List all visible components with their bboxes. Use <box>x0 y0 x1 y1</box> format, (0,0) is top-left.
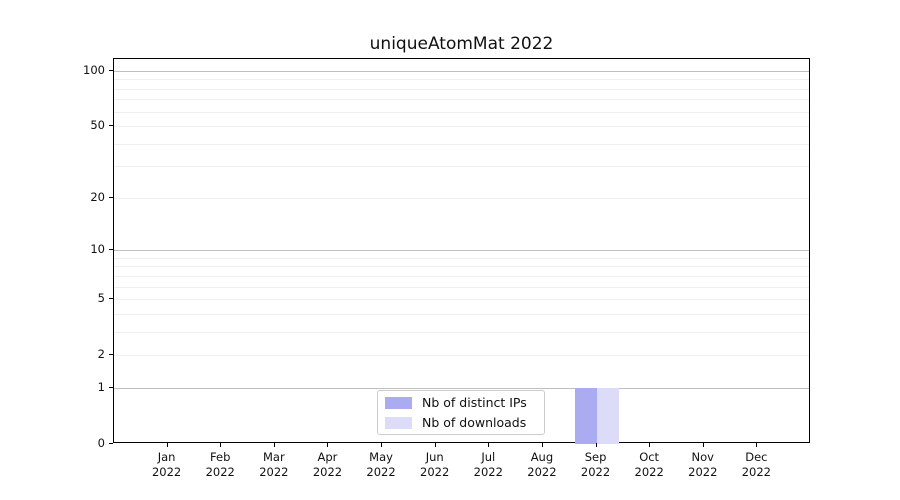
x-tick-mark <box>595 443 597 447</box>
x-tick-label-line: 2022 <box>259 465 289 479</box>
gridline-minor <box>114 88 809 90</box>
y-tick-label: 50 <box>90 118 105 133</box>
bar-downloads <box>596 387 619 444</box>
gridline-minor <box>114 143 809 145</box>
x-tick-label-line: Jan <box>157 450 176 464</box>
x-tick-mark <box>327 443 329 447</box>
legend-item-distinct-ips: Nb of distinct IPs <box>385 394 537 411</box>
x-tick-label-line: 2022 <box>580 465 611 479</box>
y-tick-label: 5 <box>97 291 105 306</box>
x-tick-mark <box>702 443 704 447</box>
x-tick-label: Jun 2022 <box>405 450 465 480</box>
gridline-minor <box>114 299 809 301</box>
y-tick-mark <box>109 354 113 356</box>
x-tick-label-line: Apr <box>317 450 338 464</box>
y-tick-label: 100 <box>83 62 105 77</box>
y-tick-mark <box>109 443 113 444</box>
x-tick-label: Apr 2022 <box>297 450 357 480</box>
gridline-minor <box>114 79 809 81</box>
x-tick-label: May 2022 <box>351 450 411 480</box>
x-tick-label: Sep 2022 <box>566 450 626 480</box>
x-tick-label-line: 2022 <box>312 465 343 479</box>
gridline-major <box>114 70 809 72</box>
x-tick-mark <box>434 443 436 447</box>
x-tick-label-line: 2022 <box>688 465 718 479</box>
legend-label-downloads: Nb of downloads <box>422 415 527 430</box>
x-tick-mark <box>220 443 222 447</box>
legend-swatch-distinct-ips-icon <box>385 396 412 409</box>
gridline-minor <box>114 275 809 277</box>
x-tick-label-line: 2022 <box>473 465 503 479</box>
x-tick-label-line: Feb <box>210 450 231 464</box>
x-tick-mark <box>273 443 275 447</box>
y-tick-mark <box>109 386 113 388</box>
x-tick-label-line: 2022 <box>366 465 396 479</box>
x-tick-mark <box>541 443 543 447</box>
gridline-minor <box>114 257 809 259</box>
y-tick-mark <box>109 298 113 300</box>
legend-swatch-downloads-icon <box>385 416 412 429</box>
bar-distinct-ips <box>574 387 597 444</box>
x-tick-label-line: May <box>369 450 393 464</box>
x-tick-label: Aug 2022 <box>512 450 572 480</box>
x-tick-label-line: 2022 <box>741 465 772 479</box>
x-tick-label-line: 2022 <box>420 465 450 479</box>
legend-label-distinct-ips: Nb of distinct IPs <box>422 395 527 410</box>
x-tick-mark <box>649 443 651 447</box>
plot-area <box>113 58 810 444</box>
y-tick-label: 2 <box>97 347 105 362</box>
gridline-minor <box>114 331 809 333</box>
x-tick-mark <box>166 443 168 447</box>
gridline-minor <box>114 197 809 199</box>
gridline-major <box>114 387 809 389</box>
gridline-minor <box>114 111 809 113</box>
x-tick-mark <box>756 443 758 447</box>
x-tick-label: Mar 2022 <box>244 450 304 480</box>
x-tick-label: Oct 2022 <box>619 450 679 480</box>
y-tick-mark <box>109 196 113 198</box>
x-tick-label-line: Jul <box>481 450 496 464</box>
gridline-minor <box>114 286 809 288</box>
chart-title: uniqueAtomMat 2022 <box>369 34 554 54</box>
y-tick-mark <box>109 69 113 71</box>
y-tick-label: 0 <box>97 436 105 450</box>
x-tick-mark <box>381 443 383 447</box>
gridline-minor <box>114 166 809 168</box>
x-tick-label-line: 2022 <box>634 465 664 479</box>
x-tick-label: Jan 2022 <box>137 450 197 480</box>
gridline-major <box>114 250 809 252</box>
x-tick-label-line: 2022 <box>151 465 182 479</box>
y-tick-label: 1 <box>97 379 105 394</box>
gridline-minor <box>114 99 809 101</box>
gridline-minor <box>114 313 809 315</box>
x-tick-label-line: Mar <box>262 450 285 464</box>
x-tick-label-line: Nov <box>691 450 714 464</box>
x-tick-label-line: 2022 <box>205 465 235 479</box>
x-tick-label: Dec 2022 <box>726 450 786 480</box>
gridline-minor <box>114 266 809 268</box>
y-tick-mark <box>109 125 113 127</box>
x-tick-label-line: 2022 <box>527 465 557 479</box>
legend-item-downloads: Nb of downloads <box>385 414 537 431</box>
x-tick-label-line: Aug <box>530 450 554 464</box>
x-tick-mark <box>488 443 490 447</box>
y-tick-label: 20 <box>90 189 105 204</box>
x-tick-label-line: Jun <box>425 450 444 464</box>
x-tick-label-line: Sep <box>584 450 607 464</box>
x-tick-label: Jul 2022 <box>458 450 518 480</box>
y-tick-label: 10 <box>90 242 105 257</box>
legend: Nb of distinct IPs Nb of downloads <box>377 390 545 435</box>
x-tick-label-line: Oct <box>639 450 660 464</box>
gridline-minor <box>114 355 809 357</box>
x-tick-label: Feb 2022 <box>190 450 250 480</box>
y-tick-mark <box>109 249 113 251</box>
gridline-minor <box>114 126 809 128</box>
x-tick-label: Nov 2022 <box>673 450 733 480</box>
x-tick-label-line: Dec <box>745 450 768 464</box>
